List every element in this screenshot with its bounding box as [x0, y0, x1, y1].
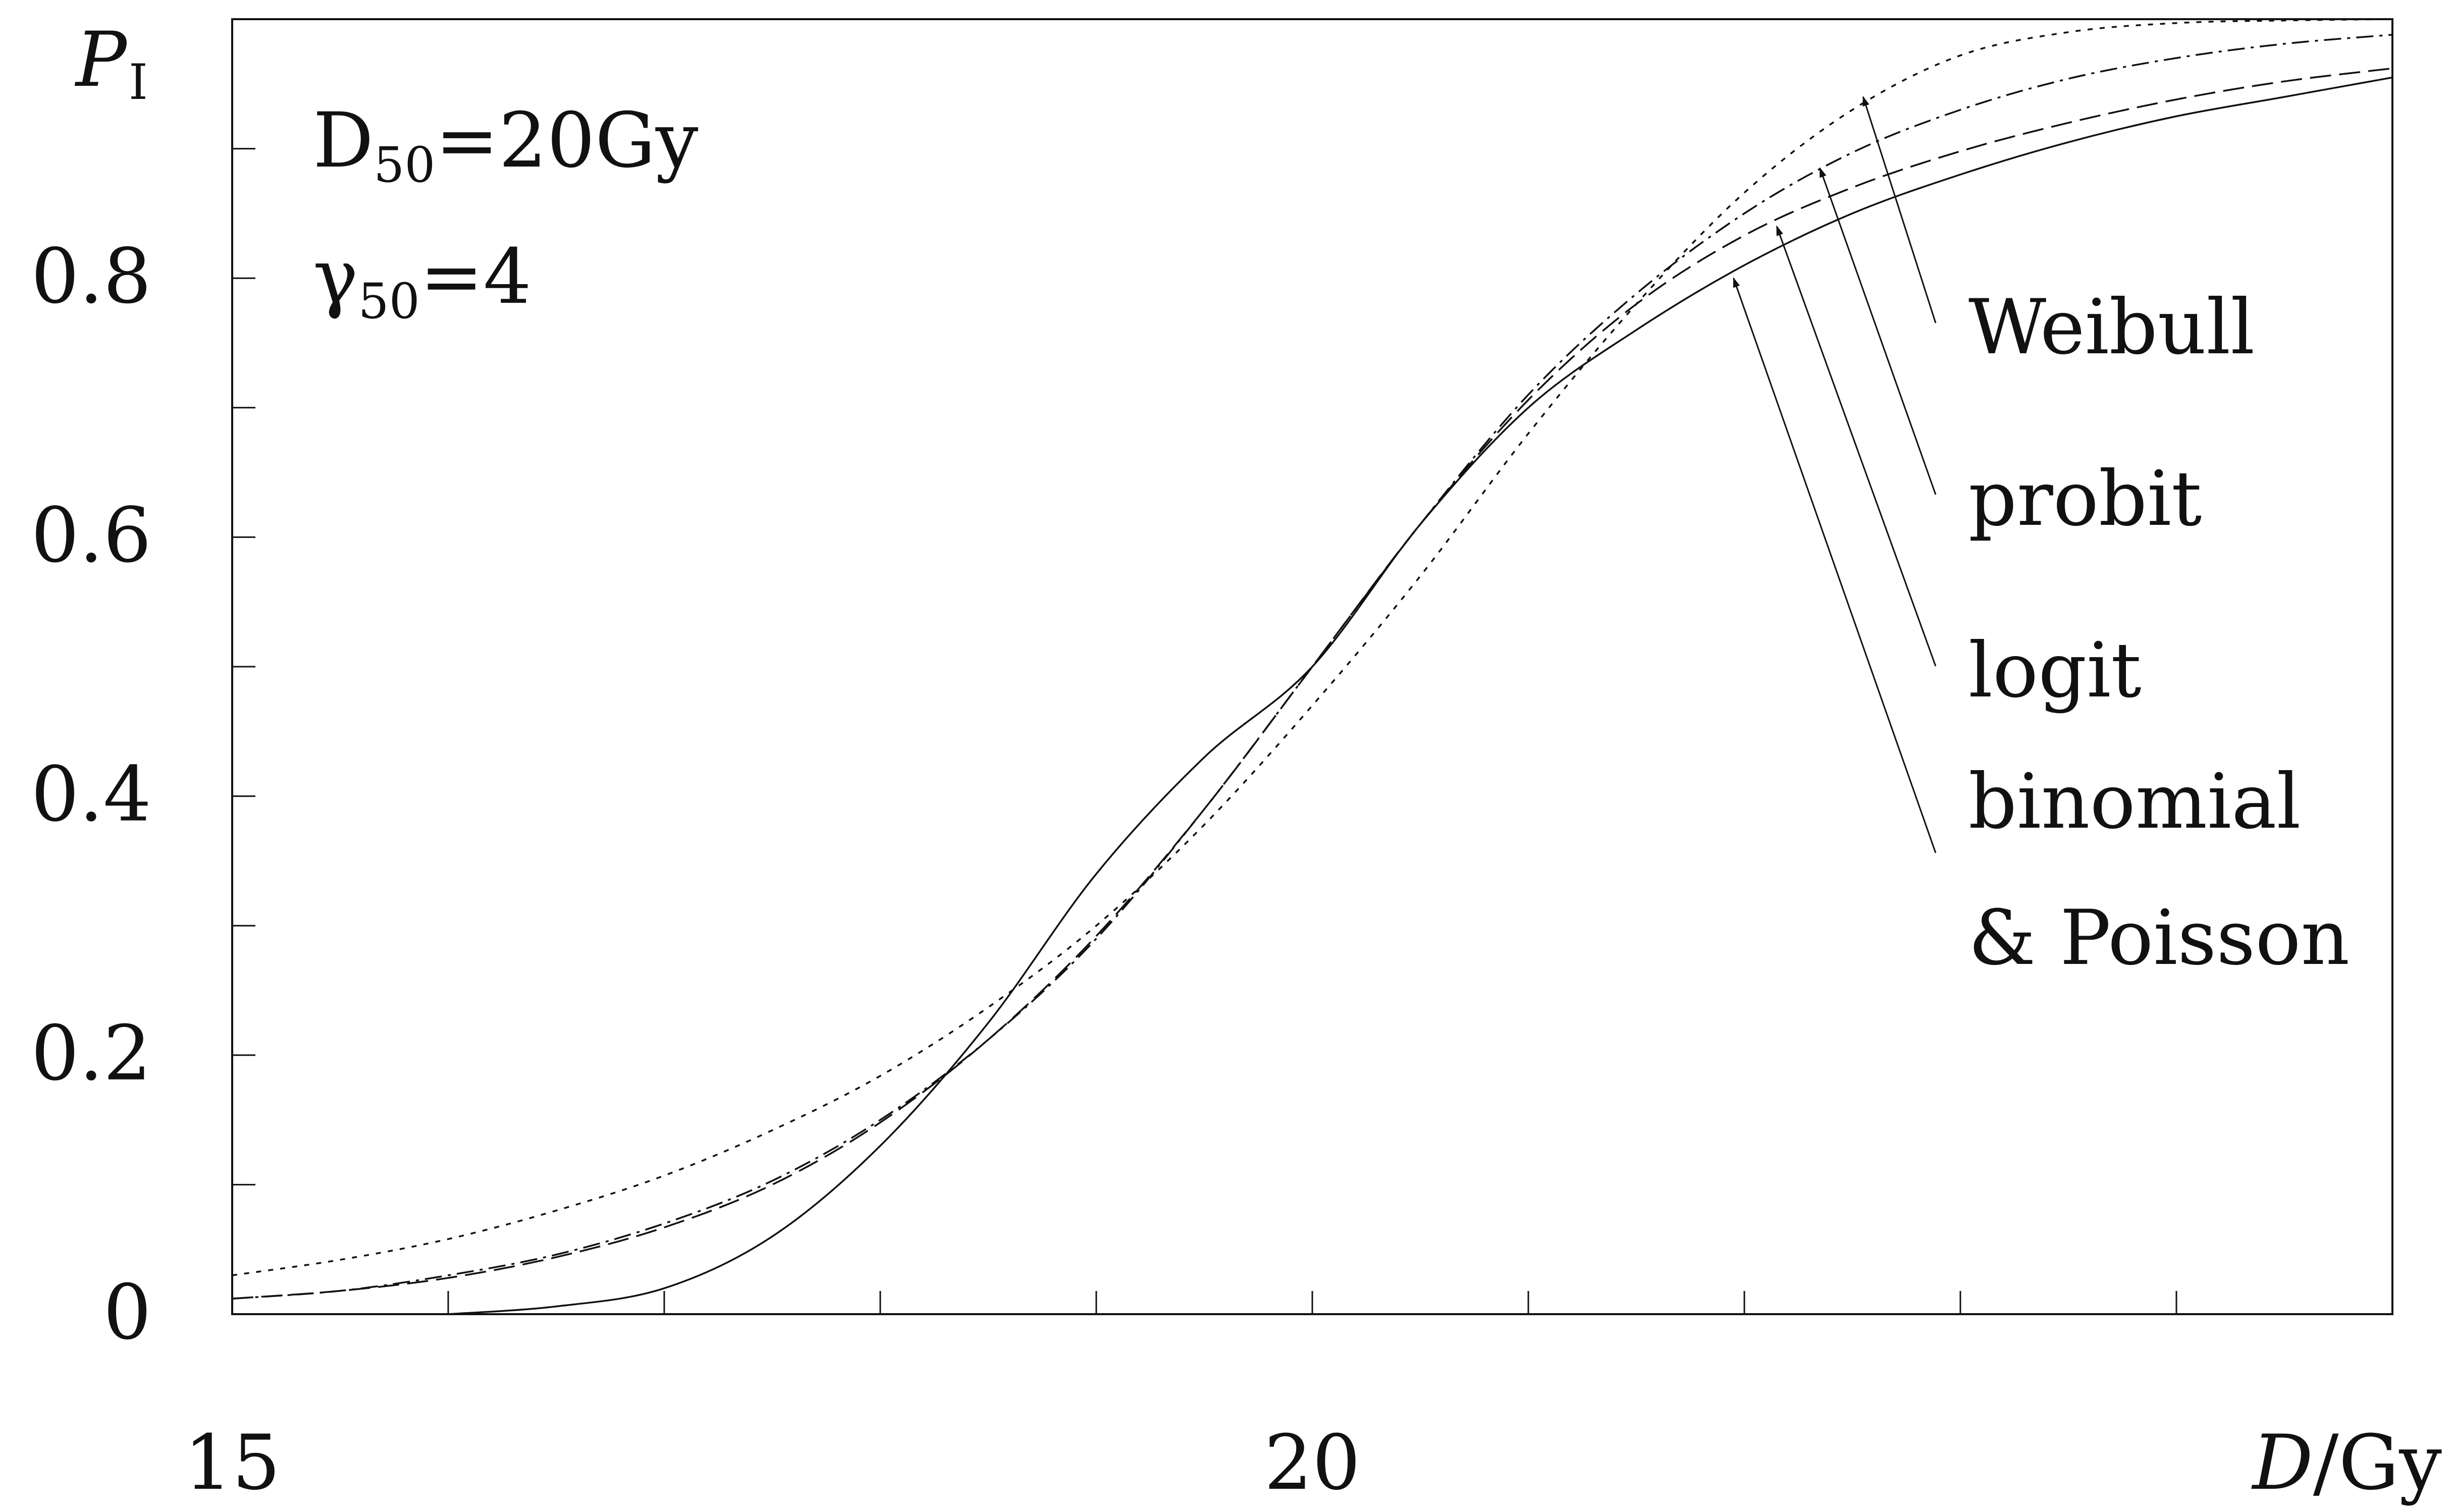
series-label-binomial-poisson: & Poisson: [1968, 894, 2350, 982]
series-label-weibull: Weibull: [1968, 284, 2255, 371]
x-axis-label: D/Gy: [2251, 1419, 2442, 1507]
y-tick-label: 0: [103, 1269, 151, 1357]
series-label-logit: logit: [1968, 627, 2142, 715]
series-label-probit: probit: [1968, 455, 2202, 543]
tick-labels: 0 0.2 0.4 0.6 0.8 15 20: [31, 233, 1360, 1507]
x-tick-label: 15: [184, 1419, 281, 1507]
series-label-binomial-poisson: binomial: [1968, 758, 2301, 846]
series-line-logit: [232, 67, 2393, 1300]
series-line-weibull: [232, 18, 2393, 1276]
arrow-weibull: [1862, 96, 1937, 323]
series-layer: [232, 18, 2393, 1315]
d50-annotation: D50=20Gy: [313, 97, 699, 193]
gamma50-annotation: γ50=4: [313, 233, 531, 330]
y-tick-label: 0.2: [31, 1010, 151, 1098]
arrow-probit: [1819, 167, 1937, 495]
series-line-probit: [232, 34, 2393, 1300]
y-axis-label: PI: [74, 16, 148, 111]
y-tick-label: 0.4: [31, 751, 151, 839]
y-tick-label: 0.8: [31, 233, 151, 320]
arrow-binomial-poisson: [1733, 277, 1937, 853]
y-tick-label: 0.6: [31, 492, 151, 579]
x-tick-label: 20: [1264, 1419, 1361, 1507]
series-line-binomial-poisson: [448, 76, 2393, 1315]
tick-marks: [231, 148, 2177, 1315]
arrow-logit: [1776, 225, 1937, 667]
annotation-layer: Weibull probit logit binomial & Poisson: [1733, 96, 2350, 982]
